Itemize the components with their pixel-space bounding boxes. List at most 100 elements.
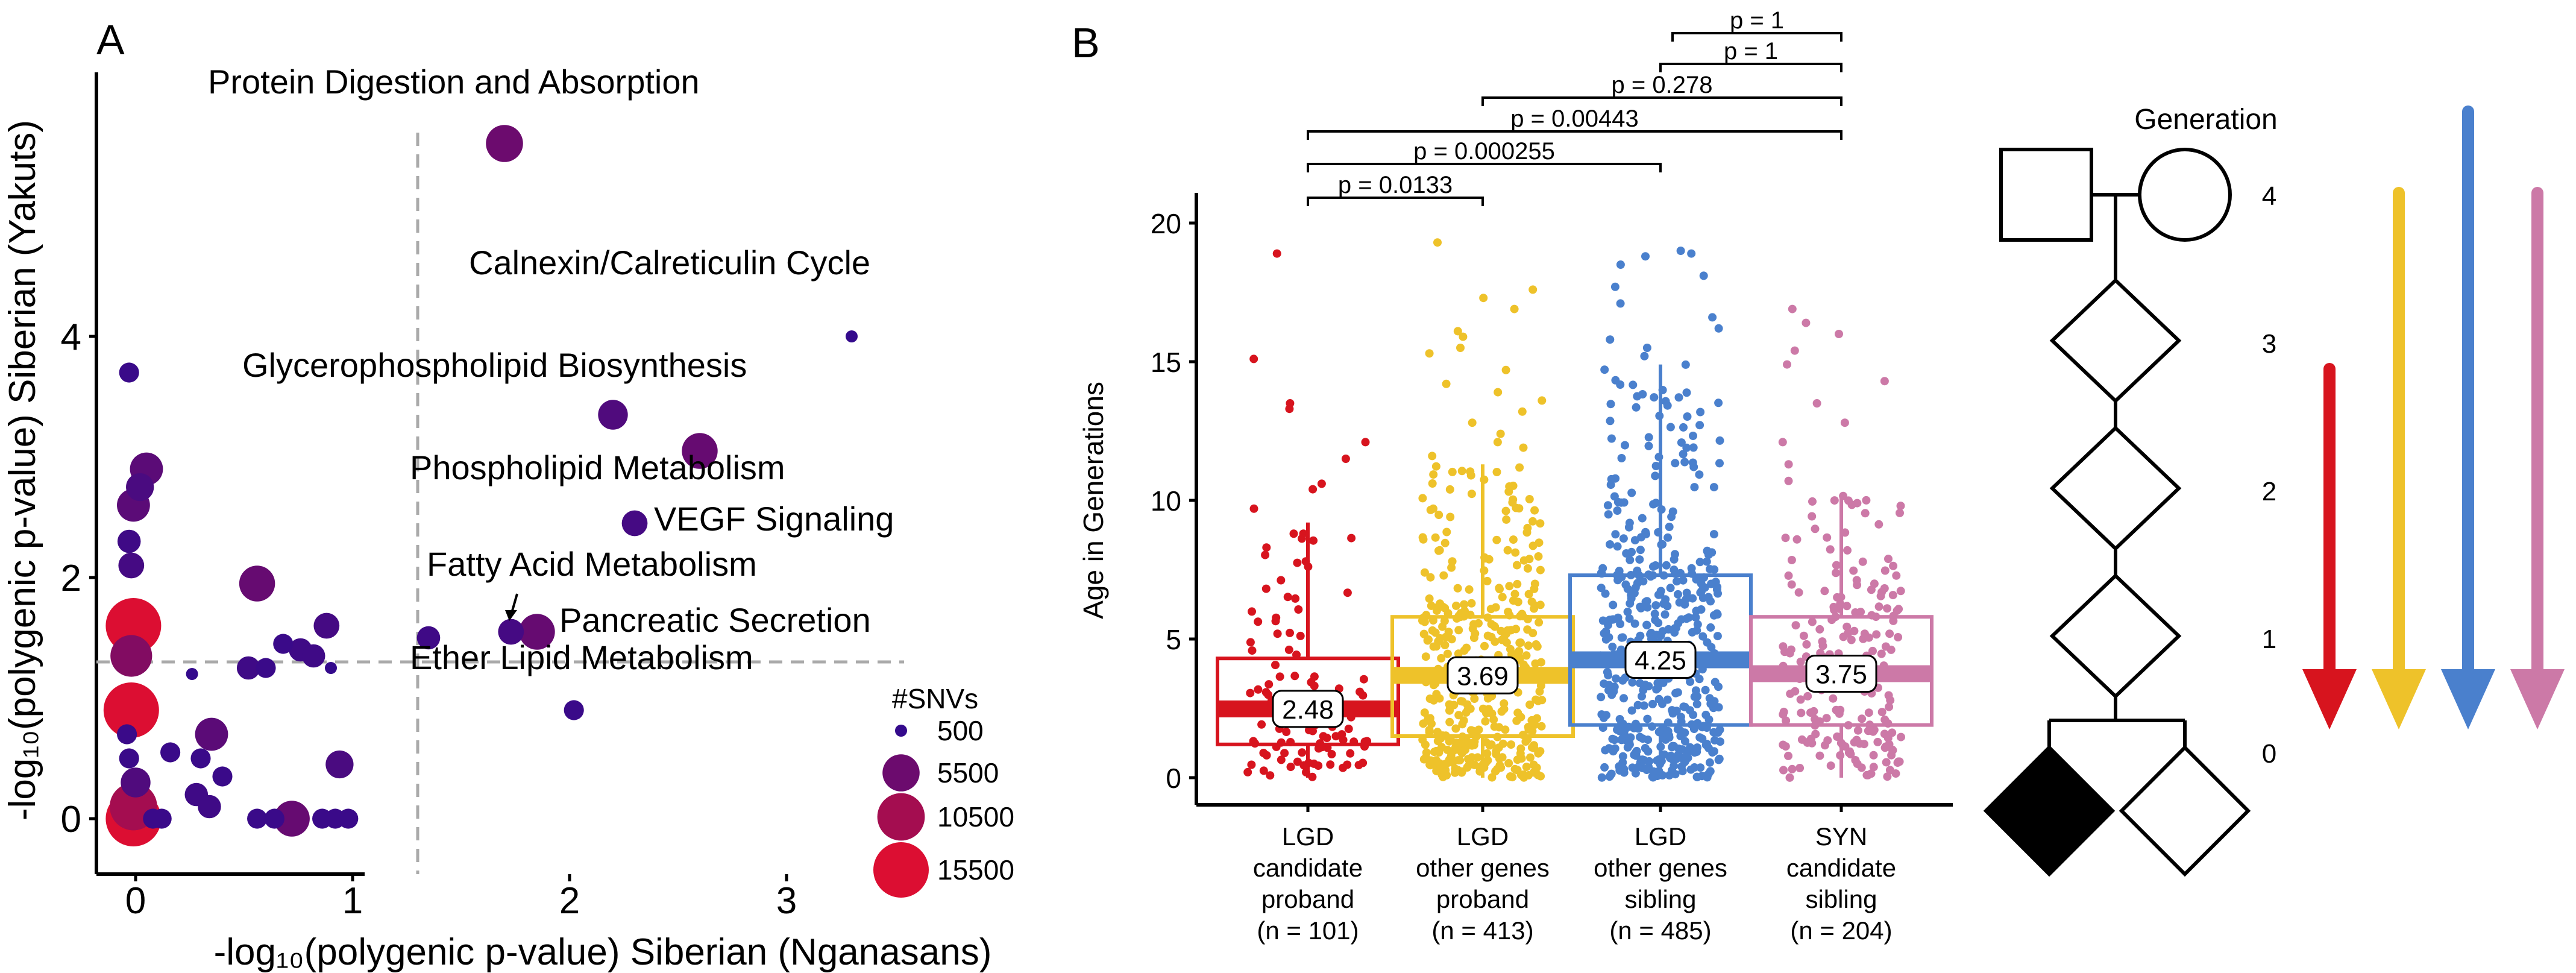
data-point [1291, 594, 1300, 603]
data-point [1666, 423, 1675, 432]
arrow-blue [2441, 105, 2495, 729]
outlier-point [1456, 344, 1465, 352]
data-point [1856, 608, 1865, 617]
data-point [1607, 434, 1616, 443]
data-point [1454, 626, 1463, 635]
data-point [1445, 485, 1454, 494]
data-point [1712, 585, 1721, 594]
scatter-point [486, 125, 523, 162]
data-point [1830, 496, 1839, 505]
data-point [1422, 748, 1431, 757]
data-point [1525, 555, 1534, 564]
outlier-point [1428, 452, 1437, 461]
data-point [1319, 732, 1328, 741]
data-point [1286, 628, 1294, 637]
data-point [1460, 606, 1469, 616]
data-point [1715, 459, 1724, 468]
data-point [1431, 462, 1440, 471]
median-label-box [1272, 690, 1344, 728]
median-label: 2.48 [1282, 695, 1334, 725]
data-point [1617, 735, 1626, 745]
data-point [1815, 625, 1824, 634]
generation-label: 2 [2262, 477, 2276, 506]
data-point [1537, 722, 1546, 731]
data-point [1832, 705, 1841, 714]
point-label: Calnexin/Calreticulin Cycle [469, 244, 870, 282]
data-point [1307, 678, 1316, 687]
data-point [1820, 587, 1829, 596]
data-point [1446, 747, 1455, 756]
data-point [1631, 583, 1640, 592]
data-point [1283, 593, 1292, 602]
data-point [1608, 643, 1617, 651]
data-point [1627, 488, 1636, 497]
pvalue-label: p = 0.00443 [1510, 105, 1638, 132]
data-point [1644, 441, 1653, 450]
data-point [1533, 642, 1542, 651]
data-point [1296, 631, 1305, 640]
data-point [1347, 534, 1356, 543]
data-point [1650, 393, 1659, 402]
outlier-point [1453, 327, 1462, 336]
data-point [1305, 726, 1313, 735]
outlier-point [1802, 318, 1811, 327]
data-point [1639, 701, 1648, 710]
data-point [1885, 702, 1894, 711]
data-point [1535, 618, 1544, 627]
x-tick-label: 2 [559, 880, 580, 922]
data-point [1467, 599, 1476, 608]
data-point [1815, 751, 1824, 760]
pvalue-label: p = 1 [1730, 7, 1784, 34]
data-point [1679, 576, 1688, 585]
data-point [1492, 468, 1501, 476]
data-point [1248, 646, 1257, 655]
data-point [1639, 756, 1648, 764]
data-point [1343, 760, 1352, 769]
data-point [1497, 626, 1506, 635]
data-point [1507, 740, 1516, 749]
data-point [1598, 616, 1607, 625]
data-point [1473, 753, 1482, 762]
outlier-point [1640, 351, 1649, 361]
scatter-point [126, 473, 154, 502]
data-point [1799, 631, 1808, 640]
data-point [1662, 561, 1671, 570]
data-point [1617, 633, 1626, 642]
data-point [1676, 732, 1685, 741]
data-point [1701, 710, 1711, 719]
outlier-point [1538, 396, 1547, 405]
data-point [1625, 738, 1634, 747]
data-point [1522, 763, 1531, 772]
data-point [1513, 597, 1522, 606]
category-label: (n = 204) [1790, 916, 1892, 945]
data-point [1888, 591, 1897, 600]
data-point [1873, 737, 1882, 746]
data-point [1853, 760, 1862, 769]
data-point [1601, 589, 1610, 598]
data-point [1284, 645, 1293, 654]
data-point [1891, 769, 1900, 778]
data-point [1842, 602, 1852, 611]
median-label: 4.25 [1635, 646, 1686, 676]
outlier-point [1778, 438, 1787, 447]
data-point [1314, 761, 1323, 770]
data-point [1524, 590, 1533, 599]
data-point [1521, 737, 1530, 746]
data-point [1874, 520, 1883, 529]
data-point [1524, 641, 1533, 650]
y-tick-label: 2 [61, 558, 81, 599]
proband-diamond-filled [1983, 745, 2116, 877]
data-point [1660, 610, 1670, 619]
panel-a-y-axis-label: -log₁₀(polygenic p-value) Siberian (Yaku… [2, 120, 43, 820]
data-point [1442, 527, 1451, 537]
category-label: candidate [1253, 854, 1363, 882]
data-point [1707, 579, 1716, 588]
data-point [1499, 634, 1508, 643]
data-point [1526, 753, 1535, 762]
data-point [1893, 606, 1902, 616]
data-point [1652, 631, 1661, 640]
scatter-point [236, 656, 260, 680]
outlier-point [1616, 299, 1625, 308]
outlier-point [1708, 313, 1717, 322]
data-point [1420, 568, 1429, 577]
